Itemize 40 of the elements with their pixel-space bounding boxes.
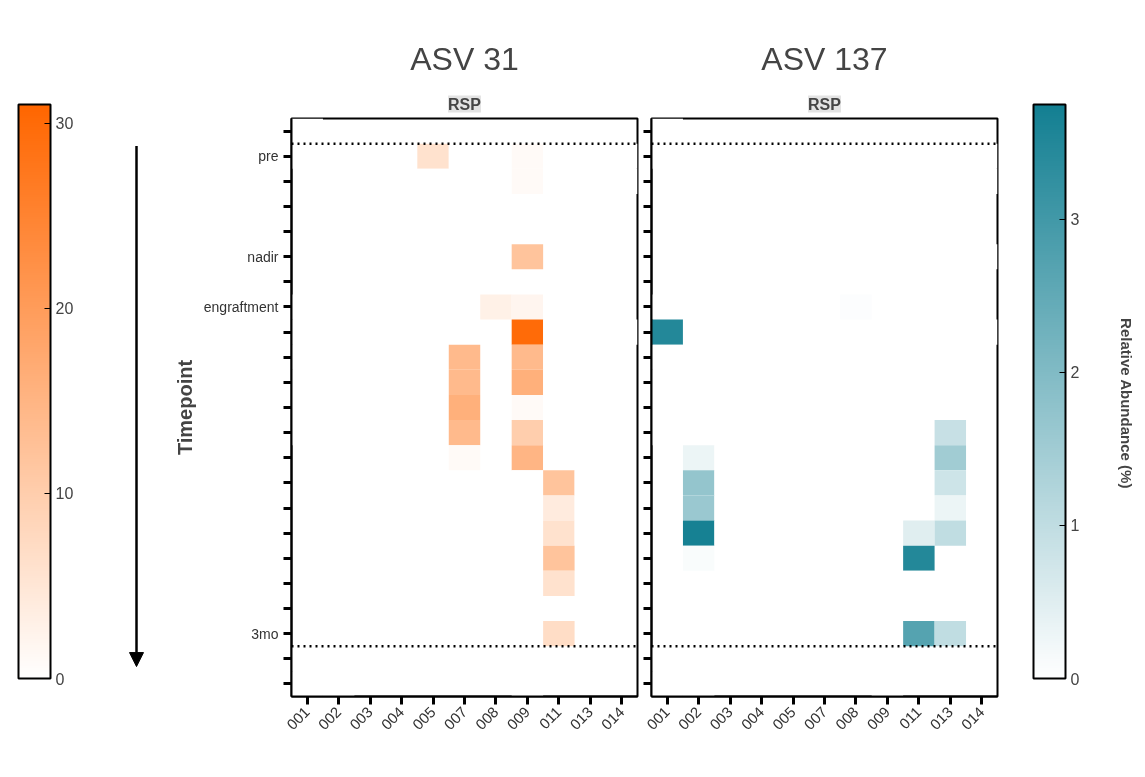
y-axis-title: Timepoint (173, 359, 196, 456)
chart-subtitle: RSP (448, 95, 482, 113)
x-tick-label: 003 (346, 703, 376, 733)
x-tick-label: 011 (535, 703, 565, 733)
x-tick-label: 013 (926, 703, 956, 733)
x-tick-label: 011 (895, 703, 925, 733)
x-tick-label: 009 (503, 703, 534, 733)
color-bar-label: 2 (1070, 364, 1080, 382)
x-tick-label: 004 (377, 703, 408, 733)
x-tick-label: 001 (643, 703, 673, 733)
color-bar-label: 1 (1070, 517, 1080, 535)
x-tick-label: 014 (597, 703, 628, 733)
x-tick-label: 002 (314, 703, 345, 733)
y-tick-label: engraftment (203, 298, 279, 315)
chart-title: ASV 31 (410, 40, 519, 77)
y-tick-label: pre (258, 148, 279, 165)
y-tick-label: nadir (247, 248, 279, 265)
x-tick-label: 014 (957, 703, 988, 733)
x-tick-label: 008 (471, 703, 502, 733)
chart-subtitle: RSP (808, 95, 842, 113)
x-tick-label: 001 (283, 703, 313, 733)
color-bar-label: 0 (1070, 670, 1080, 688)
chart-title: ASV 137 (761, 40, 888, 77)
x-tick-label: 013 (566, 703, 596, 733)
x-tick-label: 007 (800, 703, 831, 733)
color-bar-title: Relative Abundance (%) (1118, 318, 1135, 489)
x-tick-label: 007 (440, 703, 471, 733)
x-tick-label: 009 (863, 703, 894, 733)
color-bar-label: 3 (1070, 211, 1080, 229)
x-tick-label: 002 (674, 703, 705, 733)
y-tick-label: 3mo (251, 625, 279, 642)
color-bar-label: 0 (55, 670, 65, 688)
color-bar-label: 30 (55, 115, 74, 133)
x-tick-label: 008 (831, 703, 862, 733)
x-tick-label: 004 (737, 703, 768, 733)
x-tick-label: 005 (408, 703, 439, 733)
x-tick-label: 003 (706, 703, 736, 733)
x-tick-label: 005 (768, 703, 799, 733)
color-bar-label: 20 (55, 300, 74, 318)
color-bar-label: 10 (55, 485, 74, 503)
